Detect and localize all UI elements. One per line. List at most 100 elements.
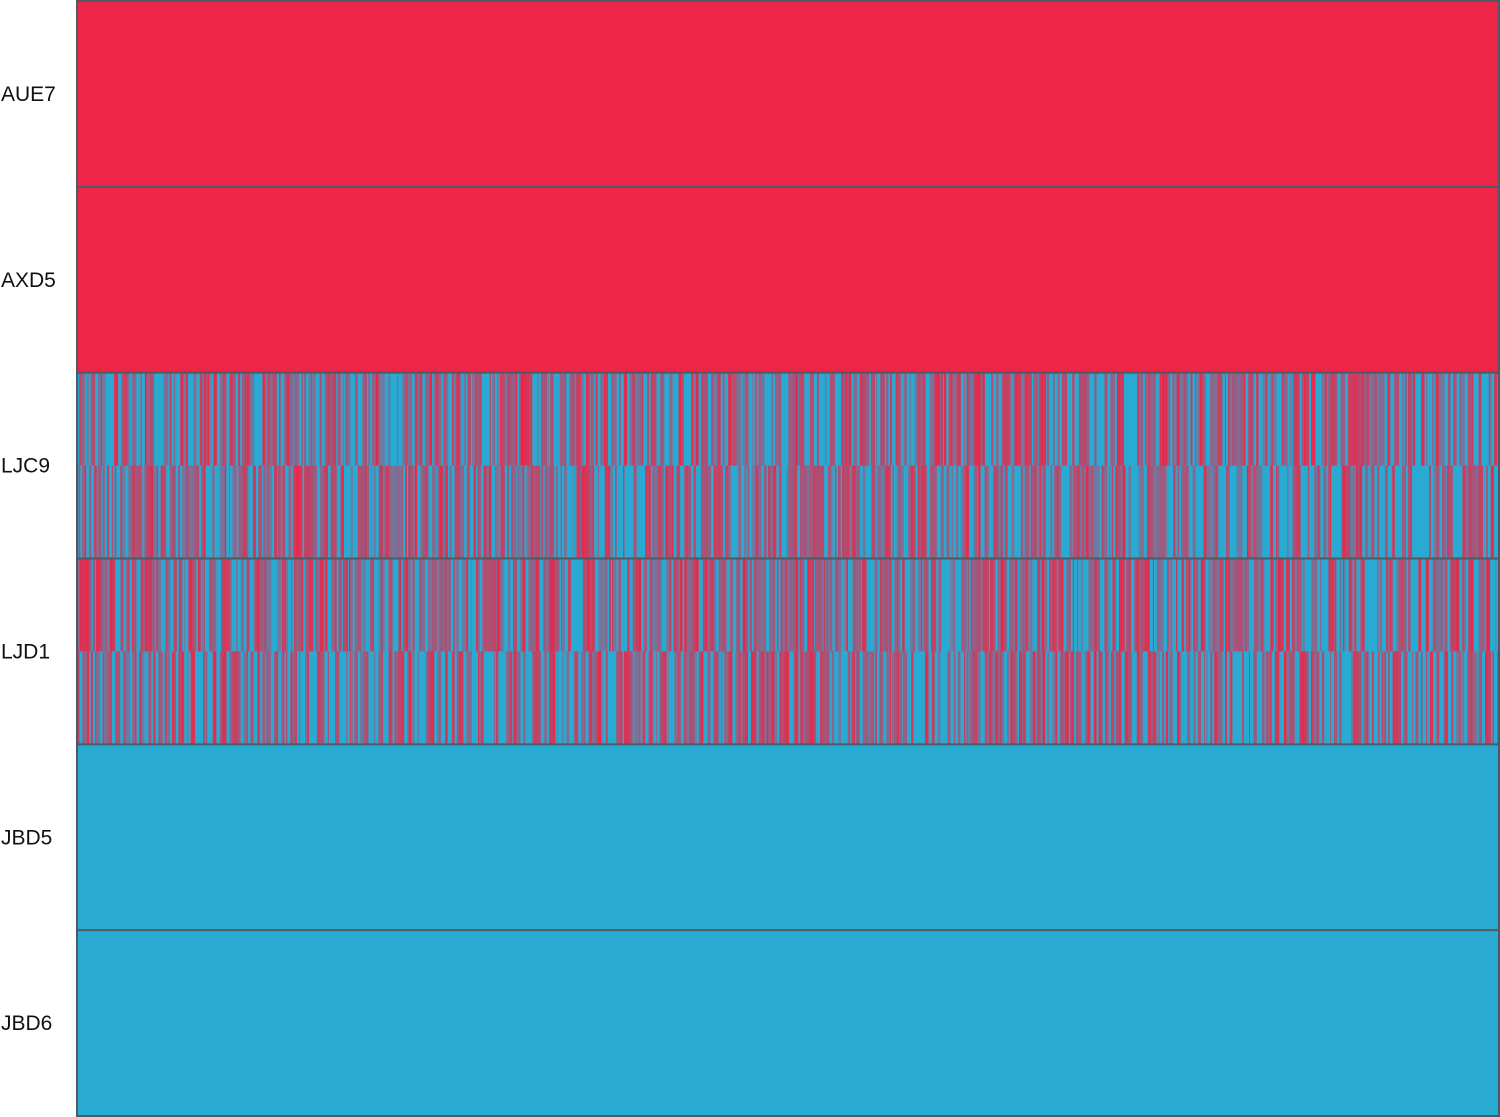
heatmap-stripe	[232, 465, 235, 559]
heatmap-stripe	[898, 372, 902, 467]
heatmap-stripe	[451, 651, 455, 745]
heatmap-stripe	[1251, 465, 1254, 559]
heatmap-stripe	[191, 465, 194, 559]
row-label-jbd6: JBD6	[1, 1012, 52, 1035]
heatmap-stripe	[193, 465, 197, 559]
heatmap-stripe	[1426, 558, 1429, 652]
heatmap-stripe	[327, 372, 331, 467]
heatmap-stripe	[424, 558, 426, 652]
heatmap-stripe	[678, 651, 681, 745]
heatmap-stripe	[1317, 465, 1321, 559]
heatmap-stripe	[1156, 558, 1161, 652]
heatmap-stripe	[1492, 651, 1494, 745]
heatmap-stripe	[281, 558, 285, 652]
heatmap-stripe	[1181, 465, 1184, 559]
heatmap-stripe	[1195, 558, 1196, 652]
heatmap-stripe	[1228, 372, 1231, 467]
heatmap-stripe	[829, 372, 832, 467]
heatmap-stripe	[858, 558, 862, 652]
heatmap-stripe	[244, 372, 247, 467]
heatmap-stripe	[1426, 651, 1428, 745]
heatmap-stripe	[96, 465, 99, 559]
heatmap-stripe	[1311, 651, 1313, 745]
heatmap-stripe	[487, 558, 491, 652]
heatmap-stripe	[1342, 465, 1346, 559]
heatmap-stripe	[481, 651, 484, 745]
heatmap-stripe	[1425, 372, 1428, 467]
heatmap-stripe	[721, 558, 724, 652]
heatmap-stripe	[664, 465, 666, 559]
heatmap-stripe	[543, 558, 546, 652]
heatmap-stripe	[153, 465, 157, 559]
heatmap-stripe	[806, 465, 809, 559]
heatmap-stripe	[1162, 558, 1164, 652]
heatmap-stripe	[763, 558, 767, 652]
heatmap-stripe	[120, 372, 122, 467]
heatmap-stripe	[862, 465, 866, 559]
heatmap-stripe	[427, 465, 429, 559]
heatmap-stripe	[1343, 558, 1346, 652]
heatmap-stripe	[292, 372, 296, 467]
heatmap-stripe	[556, 558, 560, 652]
heatmap-stripe	[1055, 558, 1058, 652]
heatmap-stripe	[1321, 372, 1325, 467]
heatmap-stripe	[434, 372, 436, 467]
heatmap-stripe	[77, 558, 80, 652]
heatmap-stripe	[1358, 465, 1360, 559]
heatmap-stripe	[457, 465, 461, 559]
heatmap-stripe	[1216, 558, 1220, 652]
heatmap-stripe	[436, 651, 440, 745]
heatmap-stripe	[1242, 558, 1245, 652]
heatmap-stripe	[1043, 465, 1046, 559]
heatmap-stripe	[1221, 558, 1224, 652]
heatmap-cell-axd5-track-2	[77, 279, 1499, 374]
heatmap-stripe	[712, 558, 714, 652]
heatmap-stripe	[1391, 465, 1394, 559]
heatmap-stripe	[1464, 558, 1466, 652]
heatmap-stripe	[655, 651, 657, 745]
heatmap-stripe	[796, 465, 798, 559]
heatmap-stripe	[541, 465, 543, 559]
heatmap-stripe	[1467, 372, 1471, 467]
heatmap-stripe	[1144, 372, 1147, 467]
heatmap-stripe	[781, 651, 785, 745]
heatmap-stripe	[786, 558, 791, 652]
heatmap-stripe	[1313, 372, 1316, 467]
heatmap-stripe	[937, 651, 941, 745]
heatmap-stripe	[642, 651, 646, 745]
heatmap-stripe	[1075, 651, 1077, 745]
heatmap-stripe	[462, 558, 465, 652]
heatmap-stripe	[1072, 558, 1074, 652]
heatmap-stripe	[975, 651, 978, 745]
heatmap-stripe	[483, 558, 486, 652]
heatmap-stripe	[1334, 372, 1338, 467]
heatmap-stripe	[820, 651, 822, 745]
heatmap-stripe	[1480, 372, 1482, 467]
heatmap-stripe	[549, 651, 551, 745]
heatmap-stripe	[1219, 558, 1222, 652]
heatmap-stripe	[323, 465, 325, 559]
heatmap-stripe	[523, 465, 525, 559]
heatmap-stripe	[730, 558, 733, 652]
heatmap-stripe	[1372, 651, 1374, 745]
heatmap-stripe	[585, 558, 587, 652]
heatmap-stripe	[84, 465, 87, 559]
heatmap-stripe	[1073, 465, 1075, 559]
heatmap-stripe	[615, 465, 617, 559]
heatmap-stripe	[1297, 558, 1300, 652]
heatmap-stripe	[445, 465, 448, 559]
heatmap-stripe	[1220, 372, 1223, 467]
heatmap-stripe	[569, 372, 572, 467]
heatmap-stripe	[791, 372, 796, 467]
heatmap-stripe	[800, 372, 804, 467]
heatmap-stripe	[974, 372, 978, 467]
heatmap-stripe	[683, 651, 687, 745]
heatmap-stripe	[532, 651, 535, 745]
heatmap-stripe	[769, 558, 773, 652]
heatmap-stripe	[1199, 372, 1203, 467]
heatmap-stripe	[540, 372, 545, 467]
heatmap-stripe	[651, 651, 654, 745]
heatmap-stripe	[1050, 465, 1053, 559]
heatmap-stripe	[847, 651, 851, 745]
heatmap-stripe	[629, 651, 631, 745]
